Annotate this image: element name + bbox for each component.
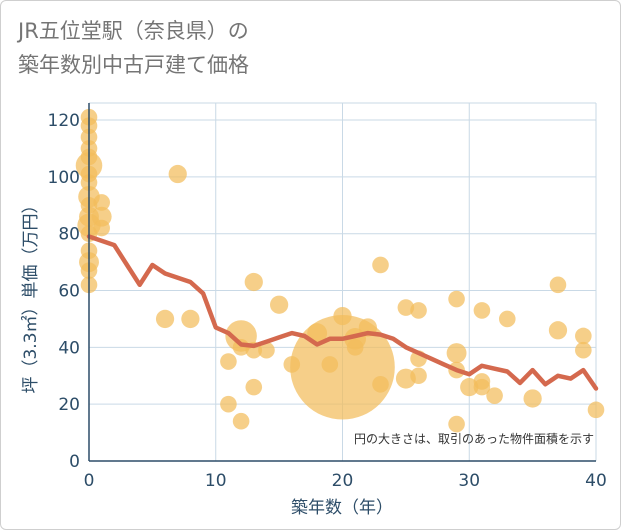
bubble bbox=[448, 290, 465, 308]
bubble bbox=[473, 378, 491, 396]
x-tick-label: 20 bbox=[332, 471, 354, 491]
bubble bbox=[232, 412, 250, 430]
bubble bbox=[575, 327, 592, 345]
y-tick-label: 40 bbox=[58, 338, 80, 358]
y-tick-label: 120 bbox=[48, 111, 80, 131]
y-tick-label: 0 bbox=[69, 452, 80, 472]
bubble bbox=[244, 272, 263, 292]
bubble bbox=[245, 378, 263, 396]
bubble bbox=[587, 401, 605, 419]
bubble bbox=[220, 395, 237, 413]
tick-labels: 0 20 40 60 80 100 120 0 10 20 30 40 bbox=[48, 111, 607, 491]
chart-title: JR五位堂駅（奈良県）の 築年数別中古戸建て価格 bbox=[18, 14, 249, 82]
bubble bbox=[346, 339, 364, 356]
bubble bbox=[548, 321, 568, 340]
chart-title-line-1: JR五位堂駅（奈良県）の bbox=[18, 19, 249, 43]
y-tick-label: 60 bbox=[58, 282, 80, 302]
bubble bbox=[397, 299, 415, 316]
average-price-line bbox=[86, 234, 599, 391]
bubble bbox=[523, 389, 542, 408]
bubble bbox=[333, 306, 352, 326]
x-tick-label: 30 bbox=[458, 471, 480, 491]
bubble bbox=[93, 194, 110, 211]
bubble bbox=[93, 219, 110, 237]
bubble bbox=[446, 343, 467, 363]
bubble bbox=[473, 302, 491, 319]
bubble bbox=[290, 314, 395, 420]
bubble bbox=[168, 164, 187, 184]
y-tick-label: 100 bbox=[48, 168, 80, 188]
x-tick-label: 0 bbox=[84, 471, 95, 491]
bubble bbox=[269, 295, 289, 314]
bubble bbox=[372, 256, 389, 274]
bubble bbox=[486, 387, 503, 404]
bubble bbox=[410, 367, 427, 385]
x-tick-label: 40 bbox=[585, 471, 607, 491]
x-axis-title: 築年数（年） bbox=[291, 498, 393, 518]
bubble bbox=[181, 309, 200, 329]
bubble bbox=[575, 341, 592, 359]
bubble bbox=[448, 415, 465, 433]
bubble bbox=[549, 276, 567, 294]
y-axis-title: 坪（3.3㎡）単価（万円） bbox=[21, 196, 41, 393]
bubble bbox=[220, 353, 237, 370]
bubble bbox=[258, 341, 275, 359]
chart-title-line-2: 築年数別中古戸建て価格 bbox=[18, 53, 249, 77]
y-tick-label: 80 bbox=[58, 225, 80, 245]
bubble bbox=[498, 310, 516, 328]
bubble bbox=[155, 309, 175, 329]
bubble bbox=[372, 375, 389, 393]
size-note: 円の大きさは、取引のあった物件面積を示す bbox=[354, 431, 594, 446]
axes bbox=[88, 103, 596, 462]
grid-lines bbox=[89, 102, 597, 461]
bubble bbox=[410, 302, 427, 319]
y-tick-label: 20 bbox=[58, 395, 80, 415]
x-tick-label: 10 bbox=[205, 471, 227, 491]
bubbles bbox=[75, 108, 605, 433]
